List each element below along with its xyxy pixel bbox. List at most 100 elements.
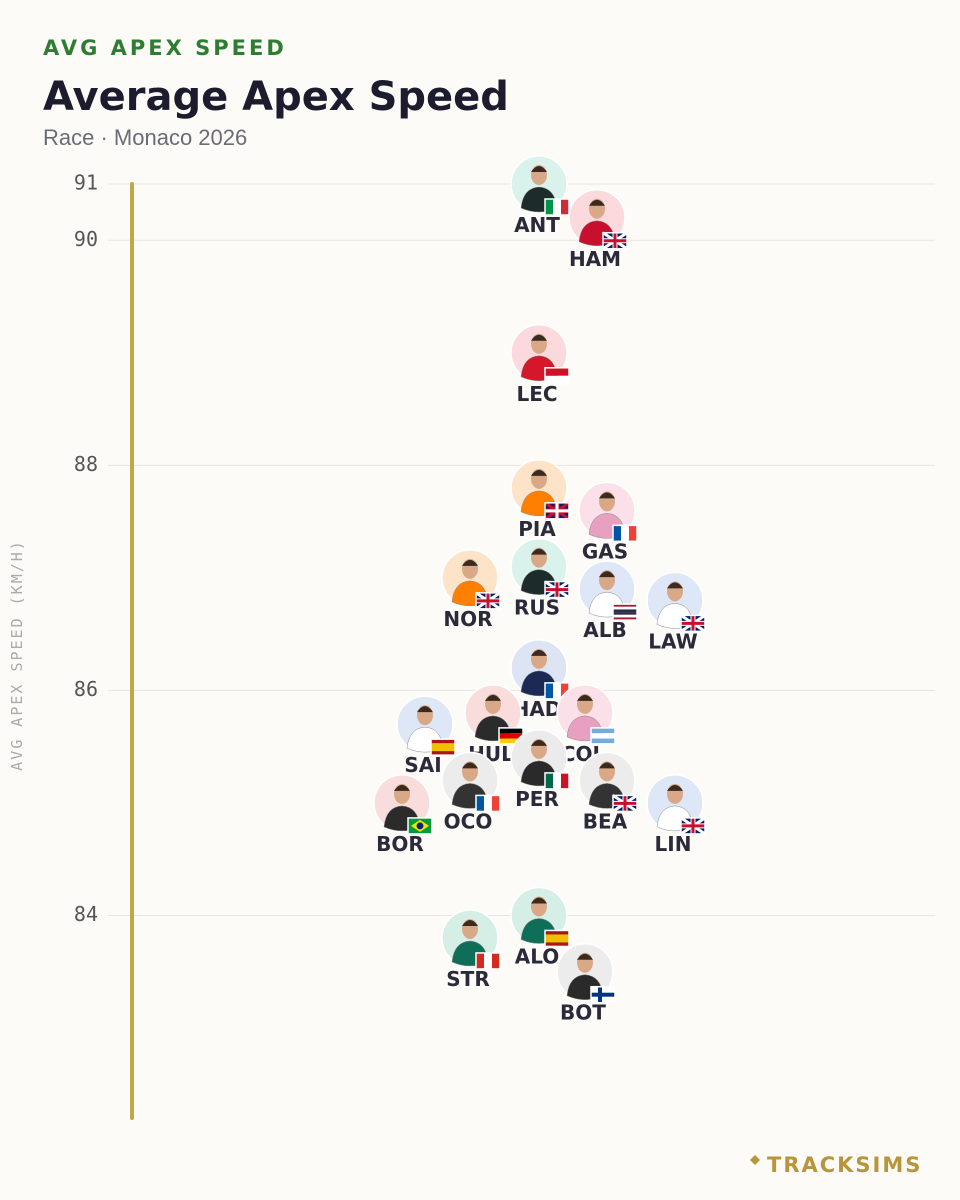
y-axis-label: AVG APEX SPEED (KM/H) [8, 539, 26, 771]
flag-stripe [553, 682, 561, 699]
flag-border [590, 985, 616, 1004]
chart-title: Average Apex Speed [43, 74, 509, 120]
flag-stripe [431, 743, 455, 752]
flag-stripe [545, 682, 553, 699]
driver-marker: GAS [578, 481, 638, 563]
driver-hair [577, 953, 593, 960]
flag-border [475, 952, 501, 970]
flag-stripe [629, 525, 637, 542]
flag-stripe [621, 525, 629, 542]
driver-code: NOR [443, 607, 492, 631]
flag-border [475, 794, 501, 813]
driver-code: RUS [514, 596, 560, 620]
driver-hair [417, 706, 433, 713]
flag-stripe [613, 604, 637, 607]
flag-stripe [613, 795, 637, 812]
driver-code: GAS [582, 539, 628, 563]
driver-marker: LIN [646, 774, 706, 856]
driver-marker: BOR [373, 774, 433, 856]
flag-stripe [613, 525, 621, 542]
driver-hair [462, 919, 478, 926]
flag-border [602, 232, 628, 250]
driver-hair [531, 334, 547, 341]
flag-stripe [613, 614, 637, 618]
driver-code: LEC [516, 382, 557, 406]
driver-hair [531, 548, 547, 555]
flag-stripe [499, 733, 523, 739]
y-tick-label: 84 [74, 902, 98, 926]
flag-stripe [416, 822, 424, 830]
flag-stripe [681, 817, 705, 834]
driver-marker: BOT [556, 942, 616, 1025]
driver-hair [531, 897, 547, 904]
driver-code: HAM [569, 247, 621, 271]
flag-border [544, 198, 570, 216]
driver-hair [589, 199, 605, 206]
driver-hair [531, 166, 547, 172]
driver-code: OCO [444, 809, 493, 833]
driver-code: ALB [583, 618, 626, 642]
flag-border [544, 580, 570, 599]
flag-stripe [603, 232, 627, 249]
subtitle: Race · Monaco 2026 [43, 125, 247, 150]
driver-hair [599, 762, 615, 769]
driver-marker: PIA [510, 459, 570, 541]
driver-code: PIA [518, 517, 556, 541]
flag-stripe [613, 617, 637, 621]
flag-border [407, 817, 433, 835]
flag-stripe [545, 375, 569, 384]
driver-marker: COL [556, 684, 616, 766]
driver-hair [531, 739, 547, 746]
flag-border [590, 727, 616, 745]
driver-marker: NOR [441, 549, 501, 631]
flag-border [475, 592, 501, 610]
driver-marker: OCO [441, 751, 501, 833]
flag-border [612, 524, 638, 543]
flag-border [680, 817, 706, 835]
flag-stripe [591, 733, 615, 739]
flag-stripe [545, 581, 569, 598]
flag-border [430, 738, 456, 756]
flag-stripe [591, 727, 615, 734]
driver-hair [667, 582, 683, 589]
y-tick-label: 90 [74, 227, 98, 251]
brand-mark [750, 1155, 760, 1165]
flag-border [612, 794, 638, 813]
driver-code: LIN [655, 832, 692, 856]
driver-hair [531, 649, 547, 656]
flag-stripe [545, 502, 569, 519]
flag-stripe [561, 772, 569, 789]
driver-marker: ALB [578, 560, 638, 642]
flag-stripe [545, 199, 553, 215]
driver-marker: BEA [578, 751, 638, 833]
y-tick-label: 91 [74, 171, 98, 195]
driver-marker: RUS [510, 537, 570, 620]
driver-hair [599, 492, 615, 499]
flag-stripe [553, 772, 561, 789]
flag-stripe [545, 934, 569, 943]
driver-code: SAI [404, 753, 441, 777]
flag-stripe [492, 952, 500, 969]
flag-stripe [613, 612, 637, 615]
driver-code: LAW [648, 629, 697, 653]
driver-hair [485, 694, 501, 701]
flag-stripe [476, 952, 484, 969]
driver-code: ALO [515, 944, 560, 968]
driver-code: BOT [560, 1001, 606, 1025]
y-tick-label: 88 [74, 452, 98, 476]
driver-hair [667, 784, 683, 791]
driver-marker: ALO [510, 886, 570, 968]
driver-code: PER [515, 787, 559, 811]
driver-marker: PER [510, 729, 570, 811]
flag-stripe [561, 199, 569, 215]
driver-code: ANT [514, 213, 560, 237]
flag-stripe [545, 772, 553, 789]
flag-stripe [598, 986, 602, 1003]
driver-code: STR [446, 967, 489, 991]
flag-border [544, 502, 570, 520]
flag-stripe [476, 795, 484, 812]
flag-stripe [613, 609, 637, 613]
driver-hair [531, 469, 547, 476]
kicker: AVG APEX SPEED [43, 36, 287, 60]
driver-marker: STR [441, 909, 501, 991]
